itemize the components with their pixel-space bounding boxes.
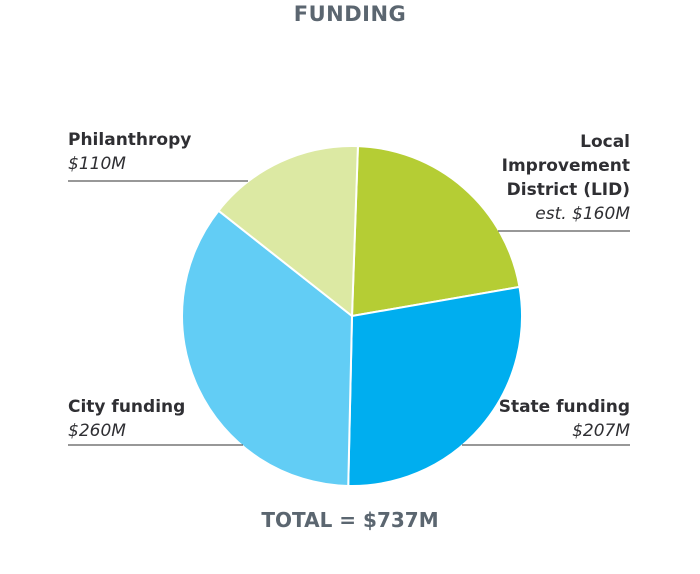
label-philanthropy-value: $110M bbox=[68, 154, 126, 174]
pie-slice-city bbox=[181, 209, 354, 487]
label-lid-name-1: Local bbox=[580, 132, 630, 152]
label-lid-name-2: Improvement bbox=[501, 156, 630, 176]
label-city-value: $260M bbox=[68, 421, 126, 441]
label-lid-name-3: District (LID) bbox=[506, 180, 630, 200]
label-city: City funding $260M bbox=[68, 395, 185, 443]
label-philanthropy: Philanthropy $110M bbox=[68, 128, 191, 176]
label-lid: Local Improvement District (LID) est. $1… bbox=[502, 130, 630, 226]
label-city-name: City funding bbox=[68, 397, 186, 417]
label-state-value: $207M bbox=[572, 421, 630, 441]
total-label: TOTAL = $737M bbox=[261, 508, 439, 532]
chart-title: FUNDING bbox=[293, 2, 407, 26]
pie-slice-state bbox=[347, 285, 523, 487]
label-philanthropy-name: Philanthropy bbox=[68, 130, 192, 150]
pie-slice-philanthropy bbox=[217, 145, 359, 319]
label-state-name: State funding bbox=[498, 397, 630, 417]
label-lid-value: est. $160M bbox=[535, 204, 630, 224]
label-state: State funding $207M bbox=[499, 395, 630, 443]
pie-slice-lid bbox=[350, 145, 521, 318]
